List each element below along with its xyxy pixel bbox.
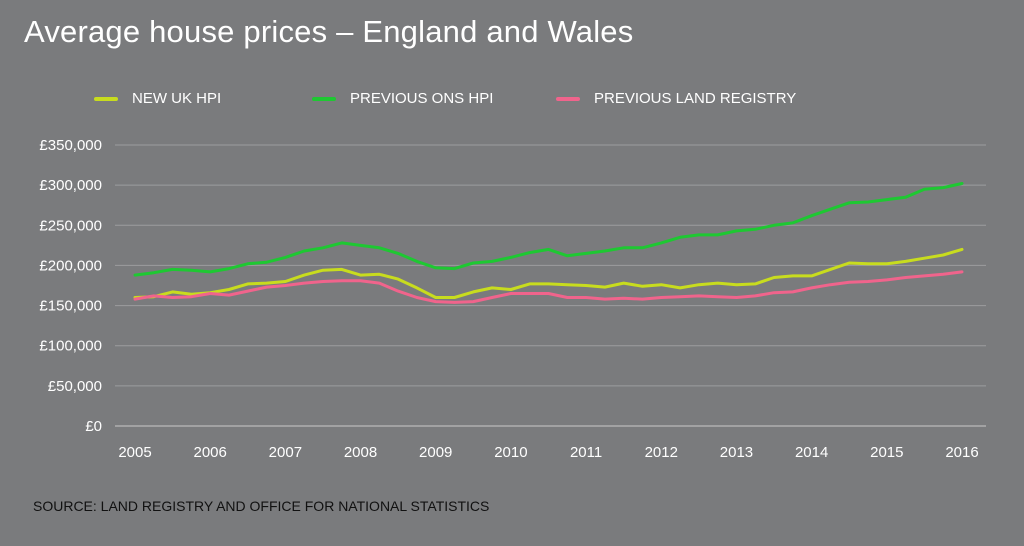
x-tick-label: 2006 [193, 444, 226, 461]
x-tick-label: 2009 [419, 444, 452, 461]
x-tick-label: 2015 [870, 444, 903, 461]
y-tick-label: £200,000 [39, 257, 102, 274]
y-tick-label: £0 [85, 418, 102, 435]
x-tick-label: 2007 [269, 444, 302, 461]
x-tick-label: 2012 [645, 444, 678, 461]
y-tick-label: £50,000 [48, 378, 102, 395]
legend-item-new-uk-hpi: NEW UK HPI [94, 90, 221, 107]
legend-swatch-previous-land-registry [556, 96, 580, 101]
x-tick-label: 2008 [344, 444, 377, 461]
x-tick-label: 2010 [494, 444, 527, 461]
legend-label-previous-ons-hpi: PREVIOUS ONS HPI [350, 90, 494, 107]
y-tick-label: £150,000 [39, 298, 102, 315]
legend-item-previous-land-registry: PREVIOUS LAND REGISTRY [556, 90, 796, 107]
legend-label-previous-land-registry: PREVIOUS LAND REGISTRY [594, 90, 797, 107]
x-tick-label: 2005 [118, 444, 151, 461]
y-tick-label: £350,000 [39, 137, 102, 154]
legend: NEW UK HPI PREVIOUS ONS HPI PREVIOUS LAN… [0, 90, 1024, 114]
y-tick-label: £250,000 [39, 217, 102, 234]
y-tick-label: £300,000 [39, 177, 102, 194]
series-line-new-uk-hpi [133, 247, 964, 299]
x-tick-label: 2014 [795, 444, 828, 461]
legend-item-previous-ons-hpi: PREVIOUS ONS HPI [312, 90, 493, 107]
legend-swatch-previous-ons-hpi [312, 96, 336, 101]
series-line-previous-land-registry [133, 270, 964, 304]
series-line-previous-ons-hpi [133, 182, 964, 277]
legend-label-new-uk-hpi: NEW UK HPI [132, 90, 222, 107]
x-tick-label: 2013 [720, 444, 753, 461]
source-note: SOURCE: LAND REGISTRY AND OFFICE FOR NAT… [33, 498, 490, 514]
chart-title: Average house prices – England and Wales [24, 14, 634, 49]
legend-swatch-new-uk-hpi [94, 96, 118, 101]
x-tick-label: 2016 [945, 444, 978, 461]
y-tick-label: £100,000 [39, 338, 102, 355]
x-tick-label: 2011 [570, 444, 602, 461]
